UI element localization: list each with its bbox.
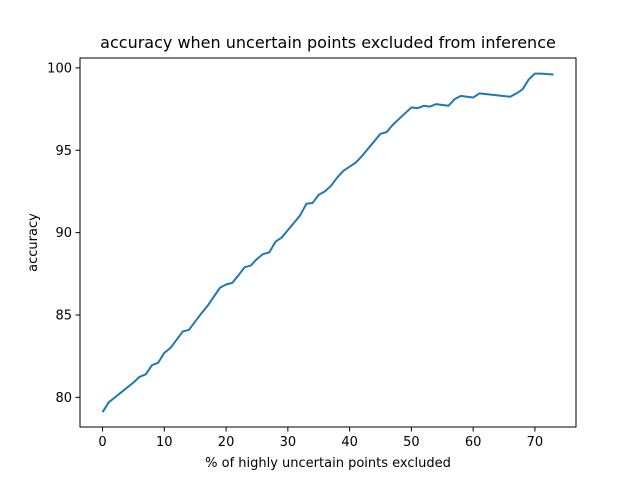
x-tick-label: 50 bbox=[403, 435, 420, 450]
x-tick-label: 70 bbox=[527, 435, 544, 450]
x-tick-label: 0 bbox=[98, 435, 106, 450]
axes-frame bbox=[79, 57, 577, 428]
series-line bbox=[101, 72, 554, 413]
y-tick-label: 85 bbox=[55, 308, 72, 323]
x-tick-label: 30 bbox=[280, 435, 297, 450]
x-tick-label: 20 bbox=[218, 435, 235, 450]
x-tick-label: 60 bbox=[465, 435, 482, 450]
y-tick-label: 80 bbox=[55, 391, 72, 406]
x-tick-label: 10 bbox=[156, 435, 173, 450]
y-axis-label: accuracy bbox=[26, 213, 41, 272]
y-tick-label: 95 bbox=[55, 144, 72, 159]
x-axis-label: % of highly uncertain points excluded bbox=[205, 456, 451, 471]
x-tick-label: 40 bbox=[341, 435, 358, 450]
chart-title: accuracy when uncertain points excluded … bbox=[100, 33, 556, 52]
plot-area bbox=[101, 72, 554, 413]
y-tick-label: 100 bbox=[47, 61, 72, 76]
y-tick-label: 90 bbox=[55, 226, 72, 241]
